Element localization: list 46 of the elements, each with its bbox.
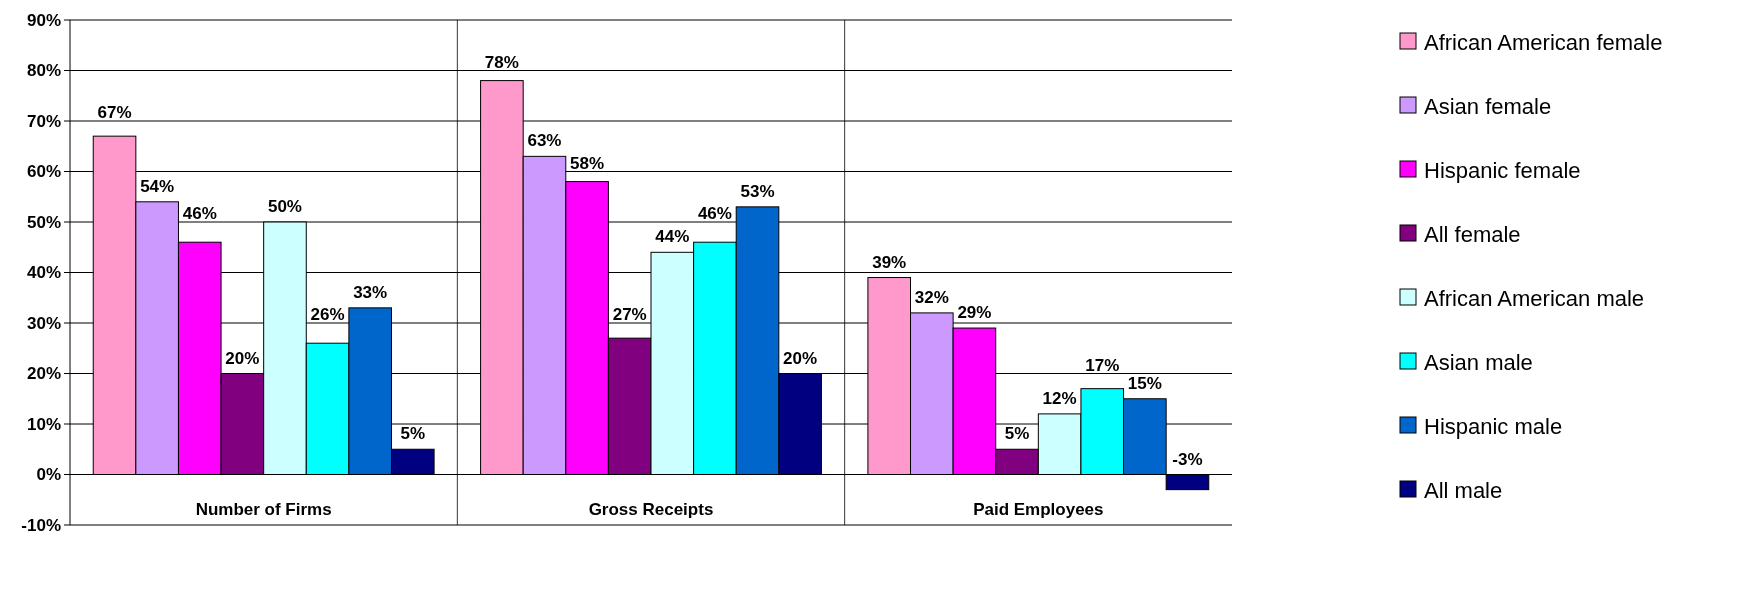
- data-label: 54%: [140, 176, 175, 196]
- data-label: 12%: [1042, 388, 1077, 408]
- legend-label: All female: [1424, 221, 1521, 247]
- data-label: 5%: [400, 424, 426, 444]
- data-label: 53%: [740, 181, 775, 201]
- data-label: 58%: [570, 153, 605, 173]
- y-tick-label: 70%: [26, 111, 61, 131]
- y-tick-label: 80%: [26, 61, 61, 81]
- data-label: 67%: [97, 103, 132, 122]
- data-label: 26%: [310, 305, 345, 324]
- y-tick-label: 20%: [26, 364, 61, 384]
- legend-label: Asian male: [1424, 349, 1533, 375]
- y-tick-label: -10%: [21, 515, 61, 535]
- data-label: 20%: [225, 348, 260, 368]
- data-label: 32%: [914, 287, 949, 307]
- data-label: 15%: [1127, 373, 1162, 393]
- data-label: 46%: [697, 204, 732, 223]
- legend-label: African American female: [1424, 29, 1663, 55]
- x-tick-label: Paid Employees: [973, 500, 1104, 519]
- y-tick-label: 50%: [26, 212, 61, 232]
- x-tick-label: Gross Receipts: [588, 500, 714, 519]
- data-label: 29%: [957, 303, 992, 323]
- legend-label: Hispanic male: [1424, 413, 1563, 439]
- data-label: 46%: [182, 204, 217, 223]
- y-tick-label: 10%: [26, 414, 61, 434]
- y-tick-label: 90%: [26, 10, 61, 30]
- legend-label: All male: [1424, 477, 1503, 503]
- y-tick-label: 60%: [26, 162, 61, 182]
- data-label: 63%: [527, 131, 562, 151]
- y-tick-label: 30%: [26, 313, 61, 333]
- data-label: 39%: [872, 252, 907, 272]
- data-label: 27%: [612, 305, 647, 324]
- data-label: 17%: [1085, 355, 1120, 375]
- data-label: 20%: [783, 348, 818, 368]
- data-label: 5%: [1004, 424, 1030, 444]
- data-label: 33%: [353, 282, 388, 302]
- legend-label: African American male: [1424, 285, 1645, 311]
- data-label: 78%: [484, 52, 519, 72]
- data-label: -3%: [1172, 449, 1203, 469]
- data-label: 44%: [655, 227, 690, 247]
- y-tick-label: 40%: [26, 263, 61, 283]
- x-tick-label: Number of Firms: [195, 500, 332, 519]
- legend-label: Asian female: [1424, 93, 1552, 119]
- y-tick-label: 0%: [36, 465, 61, 485]
- data-label: 50%: [267, 197, 302, 216]
- legend-label: Hispanic female: [1424, 157, 1581, 183]
